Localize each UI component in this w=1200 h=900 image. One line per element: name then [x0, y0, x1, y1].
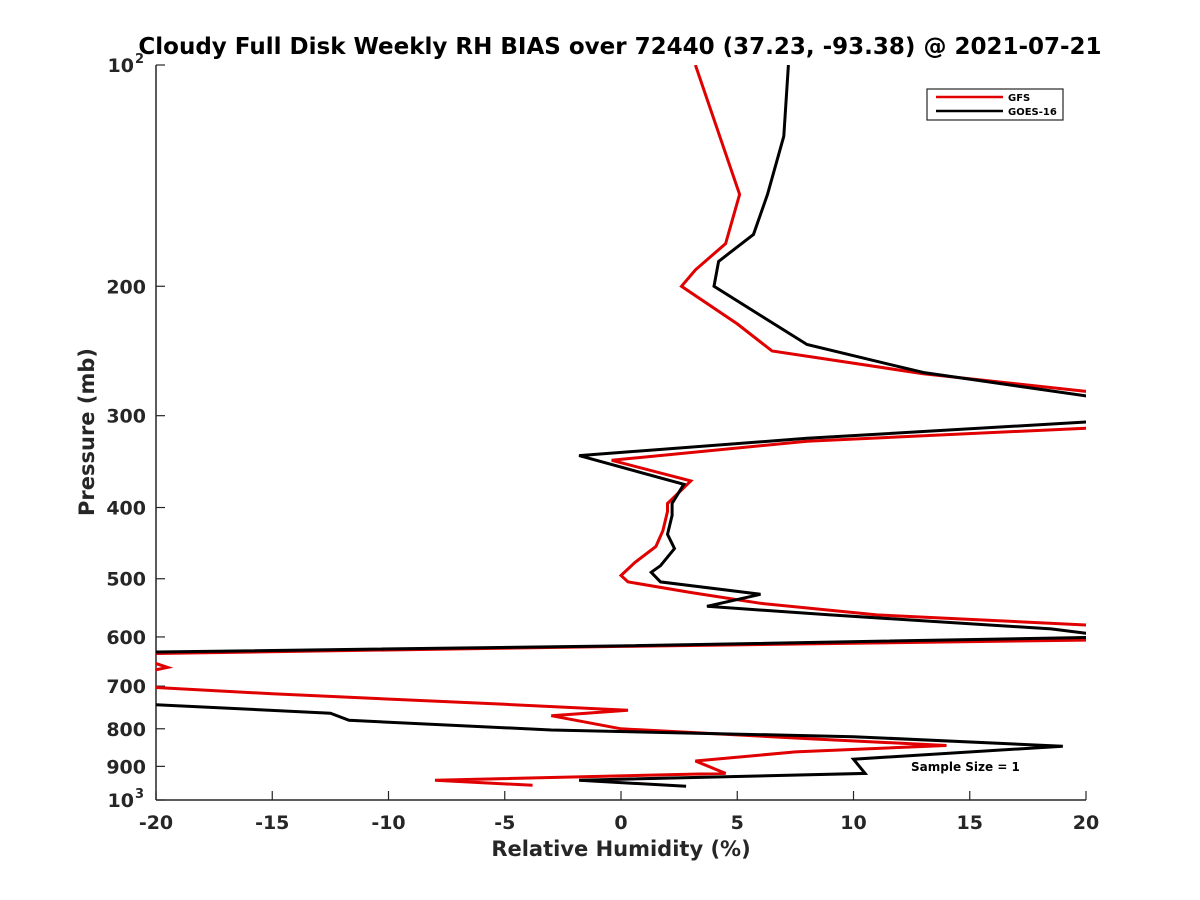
y-tick-exponent: 2: [135, 52, 144, 67]
x-tick-label: 15: [957, 812, 983, 834]
x-tick-label: -10: [371, 812, 405, 834]
y-tick-label: 600: [106, 627, 146, 649]
legend-label-gfs: GFS: [1008, 93, 1030, 104]
y-tick-exponent: 3: [135, 787, 144, 802]
y-tick-label: 300: [106, 406, 146, 428]
series-line-goes16: [156, 65, 1086, 788]
y-tick-label: 200: [106, 276, 146, 298]
y-tick-label: 400: [106, 498, 146, 520]
x-tick-label: -5: [494, 812, 515, 834]
y-tick-label: 700: [106, 676, 146, 698]
legend-label-goes16: GOES-16: [1008, 107, 1057, 118]
y-tick-label: 10: [108, 55, 134, 77]
x-tick-label: 5: [731, 812, 744, 834]
y-tick-label: 10: [108, 790, 134, 812]
sample-size-annotation: Sample Size = 1: [911, 760, 1020, 774]
chart-title: Cloudy Full Disk Weekly RH BIAS over 724…: [138, 34, 1101, 60]
series-lines: [156, 65, 1086, 788]
legend: GFS GOES-16: [926, 88, 1064, 121]
y-tick-label: 800: [106, 719, 146, 741]
x-tick-label: 10: [840, 812, 866, 834]
legend-box: [926, 88, 1064, 121]
x-tick-label: 20: [1073, 812, 1099, 834]
x-tick-label: -20: [139, 812, 173, 834]
y-axis-label: Pressure (mb): [75, 348, 99, 516]
x-axis-label: Relative Humidity (%): [491, 837, 750, 861]
series-line-gfs: [156, 65, 1086, 787]
x-tick-label: -15: [255, 812, 289, 834]
x-tick-label: 0: [614, 812, 627, 834]
y-tick-label: 500: [106, 569, 146, 591]
y-tick-label: 900: [106, 756, 146, 778]
